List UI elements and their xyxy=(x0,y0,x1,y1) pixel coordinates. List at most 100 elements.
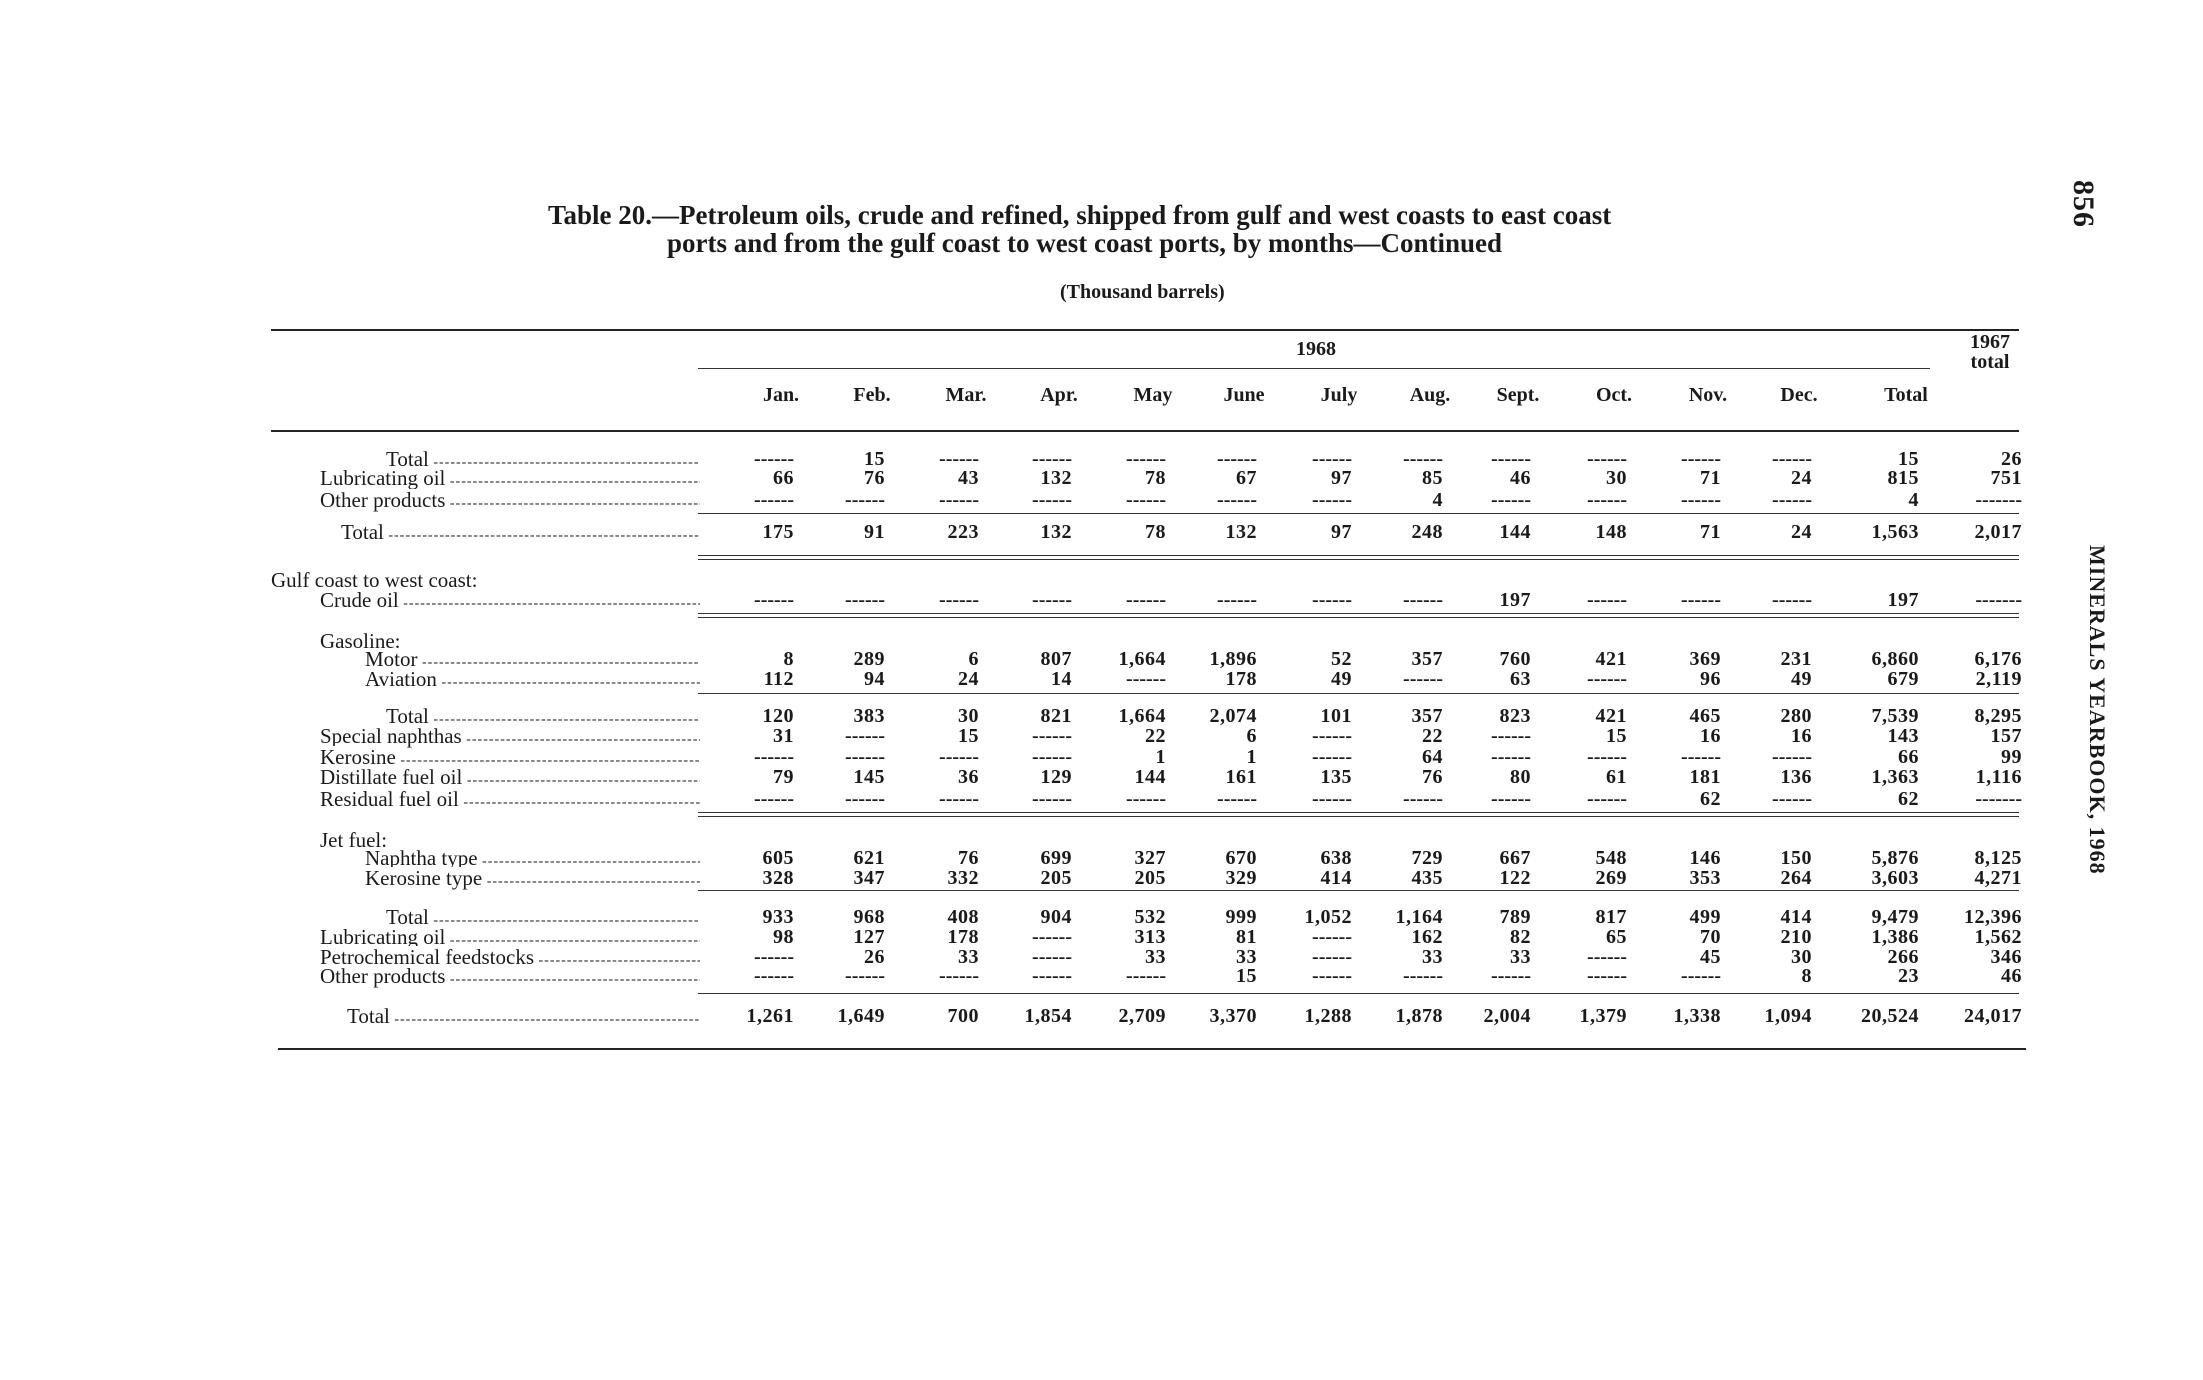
table-cell: 178 xyxy=(947,926,979,948)
table-cell: ------ xyxy=(1312,725,1352,747)
table-cell: 605 xyxy=(762,847,794,869)
row-label: Crude oil ------------------------------… xyxy=(320,589,700,615)
table-cell: 1,386 xyxy=(1871,926,1919,948)
row-label-text: Crude oil xyxy=(320,589,399,612)
table-cell: ------ xyxy=(1032,788,1072,810)
table-cell: 8 xyxy=(783,648,794,670)
table-cell: ------ xyxy=(1681,448,1721,470)
row-label-text: Total xyxy=(347,1005,390,1028)
table-cell: 1 xyxy=(1246,746,1257,768)
table-row: Lubricating oil ------------------------… xyxy=(0,467,2203,490)
dot-leader: ----------------------------------------… xyxy=(449,933,700,948)
table-cell: ------ xyxy=(1403,788,1443,810)
table-cell: 71 xyxy=(1700,467,1721,489)
table-cell: ------ xyxy=(1032,489,1072,511)
table-cell: ------ xyxy=(1217,589,1257,611)
table-cell: 3,370 xyxy=(1209,1005,1257,1027)
table-cell: 408 xyxy=(947,906,979,928)
table-cell: ------ xyxy=(754,489,794,511)
table-cell: 91 xyxy=(864,521,885,543)
table-cell: 1,379 xyxy=(1579,1005,1627,1027)
table-cell: 15 xyxy=(1236,965,1257,987)
table-cell: 1,094 xyxy=(1764,1005,1812,1027)
table-row: Jet fuel: xyxy=(0,829,2203,851)
table-cell: 181 xyxy=(1689,766,1721,788)
row-label-text: Total xyxy=(341,521,384,544)
table-cell: ------ xyxy=(845,965,885,987)
table-cell: ------ xyxy=(1587,946,1627,968)
column-header: Nov. xyxy=(1688,384,1728,406)
table-cell: 82 xyxy=(1510,926,1531,948)
table-row: Kerosine -------------------------------… xyxy=(0,746,2203,769)
table-cell: 699 xyxy=(1040,847,1072,869)
rule xyxy=(698,993,2019,994)
table-cell: 132 xyxy=(1225,521,1257,543)
table-cell: ------ xyxy=(1681,489,1721,511)
row-label: Motor ----------------------------------… xyxy=(365,648,700,674)
year-group-header: 1968 xyxy=(1296,338,1336,360)
table-cell: 638 xyxy=(1320,847,1352,869)
table-cell: 30 xyxy=(958,705,979,727)
table-cell: ------ xyxy=(1032,926,1072,948)
column-header: June xyxy=(1223,384,1265,406)
table-cell: 357 xyxy=(1411,648,1443,670)
table-cell: ------ xyxy=(1312,448,1352,470)
row-label: Total ----------------------------------… xyxy=(386,448,700,474)
table-cell: ------ xyxy=(1772,788,1812,810)
dot-leader: ----------------------------------------… xyxy=(433,455,700,470)
row-label-text: Other products xyxy=(320,489,446,512)
table-cell: 22 xyxy=(1145,725,1166,747)
table-cell: 667 xyxy=(1499,847,1531,869)
table-cell: 789 xyxy=(1499,906,1531,928)
row-label: Lubricating oil ------------------------… xyxy=(320,926,700,952)
table-row: Naphtha type ---------------------------… xyxy=(0,847,2203,870)
table-cell: 43 xyxy=(958,467,979,489)
table-cell: 327 xyxy=(1134,847,1166,869)
table-cell: ------ xyxy=(1312,946,1352,968)
table-cell: 353 xyxy=(1689,867,1721,889)
table-cell: ------- xyxy=(1975,489,2022,511)
row-label-text: Lubricating oil xyxy=(320,926,446,949)
row-label: Petrochemical feedstocks ---------------… xyxy=(320,946,700,972)
table-cell: 6,860 xyxy=(1871,648,1919,670)
table-cell: ------ xyxy=(1217,788,1257,810)
table-row: Motor ----------------------------------… xyxy=(0,648,2203,671)
row-label: Total ----------------------------------… xyxy=(386,705,700,731)
row-label-text: Gasoline: xyxy=(320,630,401,652)
table-cell: ------ xyxy=(1032,746,1072,768)
table-cell: 127 xyxy=(853,926,885,948)
table-cell: 49 xyxy=(1791,668,1812,690)
double-rule xyxy=(698,555,2019,560)
dot-leader: ----------------------------------------… xyxy=(400,753,700,768)
table-cell: 14 xyxy=(1051,668,1072,690)
table-cell: 1,854 xyxy=(1024,1005,1072,1027)
table-cell: 248 xyxy=(1411,521,1443,543)
table-cell: 15 xyxy=(1606,725,1627,747)
dot-leader: ----------------------------------------… xyxy=(482,854,700,869)
table-cell: 26 xyxy=(864,946,885,968)
table-cell: 15 xyxy=(864,448,885,470)
table-cell: 79 xyxy=(773,766,794,788)
table-cell: ------ xyxy=(1403,448,1443,470)
table-cell: 328 xyxy=(762,867,794,889)
table-cell: 99 xyxy=(2001,746,2022,768)
table-cell: 679 xyxy=(1887,668,1919,690)
column-header: May xyxy=(1133,384,1173,406)
table-row: Total ----------------------------------… xyxy=(0,448,2203,471)
row-label: Total ----------------------------------… xyxy=(341,521,700,547)
column-header: Aug. xyxy=(1409,384,1451,406)
dot-leader: ----------------------------------------… xyxy=(388,528,700,543)
table-cell: 1,288 xyxy=(1304,1005,1352,1027)
table-cell: ------ xyxy=(754,448,794,470)
table-cell: ------ xyxy=(1312,965,1352,987)
table-cell: 144 xyxy=(1134,766,1166,788)
table-cell: ------ xyxy=(1403,589,1443,611)
table-cell: 120 xyxy=(762,705,794,727)
rule xyxy=(698,890,2019,891)
table-cell: 264 xyxy=(1780,867,1812,889)
table-cell: 24 xyxy=(1791,521,1812,543)
row-label: Total ----------------------------------… xyxy=(386,906,700,932)
dot-leader: ----------------------------------------… xyxy=(449,972,700,987)
table-top-rule xyxy=(271,329,2019,331)
table-cell: ------ xyxy=(939,746,979,768)
